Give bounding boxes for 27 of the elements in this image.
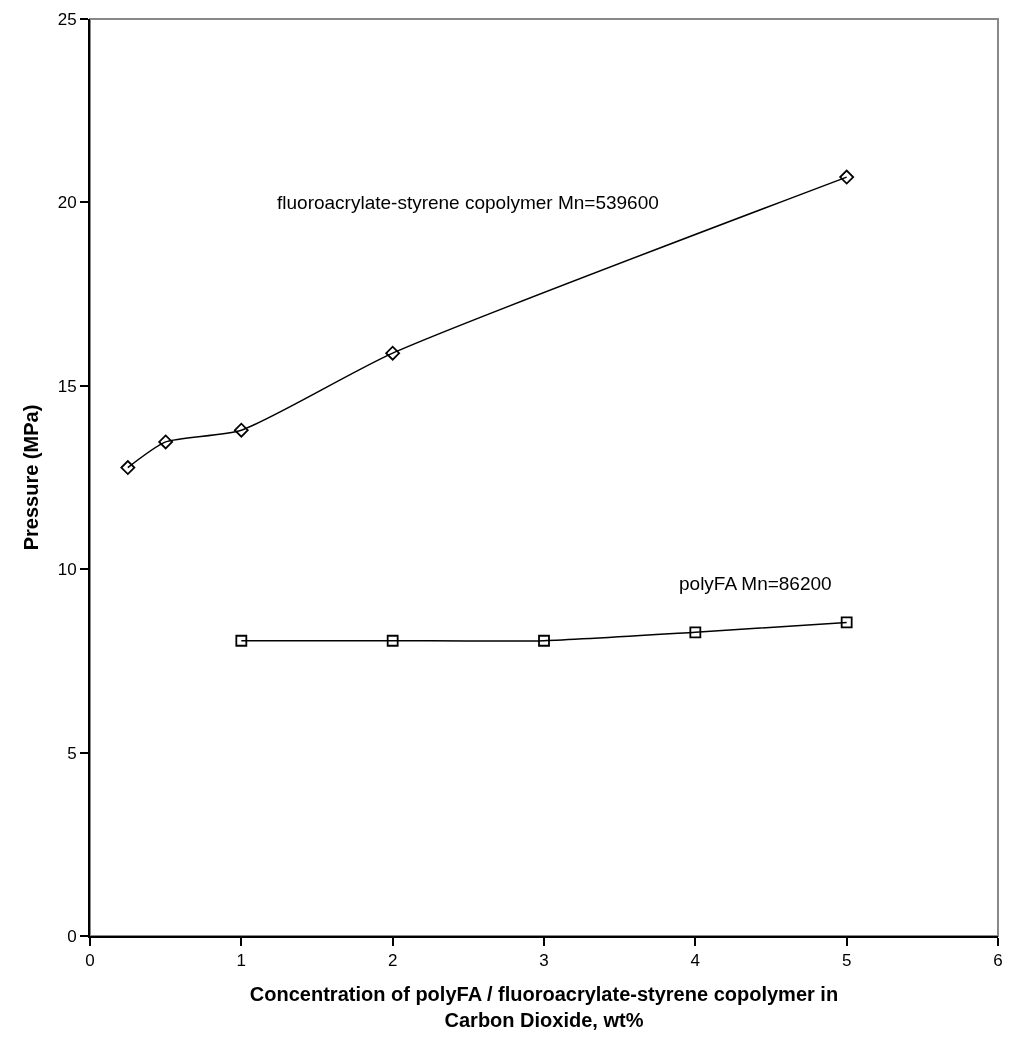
x-tick-label: 1 xyxy=(236,951,247,971)
x-tick-label: 3 xyxy=(539,951,549,971)
x-tick-label: 6 xyxy=(993,951,1003,971)
y-tick-label: 5 xyxy=(67,743,77,763)
point xyxy=(538,634,550,647)
x-tick-label: 0 xyxy=(85,951,95,971)
point xyxy=(840,616,853,629)
point xyxy=(158,434,174,450)
y-tick-label: 10 xyxy=(57,560,77,580)
y-axis-title: Pressure (MPa) xyxy=(19,404,42,551)
y-tick-label: 15 xyxy=(57,376,77,396)
point xyxy=(235,634,248,647)
y-tick-label: 20 xyxy=(57,193,77,213)
y-tick-label: 25 xyxy=(57,9,77,29)
x-tick-label: 2 xyxy=(387,951,398,971)
point xyxy=(385,345,401,361)
point xyxy=(689,626,702,639)
series-label: fluoroacrylate-styrene copolymer Mn=539600 xyxy=(277,192,659,213)
point xyxy=(386,634,399,647)
x-axis-title: Concentration of polyFA / fluoroacrylate-styrene copolymer in Carbon Dioxide, wt% xyxy=(249,983,839,1032)
x-tick-label: 4 xyxy=(690,951,701,971)
point xyxy=(233,422,249,438)
point xyxy=(839,169,855,185)
y-tick-label: 0 xyxy=(67,926,77,946)
point xyxy=(120,460,136,475)
x-tick-label: 5 xyxy=(841,951,852,971)
series-label: polyFA Mn=86200 xyxy=(679,573,832,594)
